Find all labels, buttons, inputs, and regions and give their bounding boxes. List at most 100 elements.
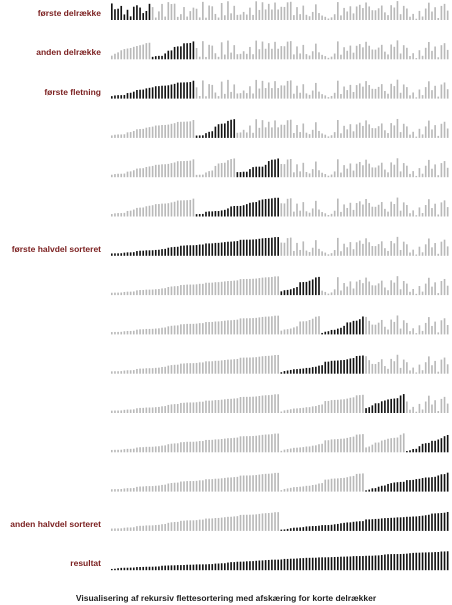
inactive-bar: [189, 363, 192, 374]
inactive-bar: [208, 322, 210, 335]
inactive-bar: [349, 45, 352, 60]
inactive-bar: [409, 291, 411, 296]
inactive-bar: [418, 403, 421, 413]
inactive-bar: [224, 281, 226, 296]
active-bar: [424, 515, 427, 531]
inactive-bar: [198, 323, 201, 335]
inactive-bar: [208, 400, 210, 413]
inactive-bar: [245, 93, 248, 99]
inactive-bar: [211, 400, 214, 413]
inactive-bar: [377, 204, 380, 217]
active-bar: [255, 202, 258, 217]
inactive-bar: [327, 136, 330, 138]
inactive-bar: [371, 324, 374, 335]
active-bar: [358, 319, 361, 335]
inactive-bar: [365, 238, 367, 256]
inactive-bar: [421, 213, 424, 217]
inactive-bar: [227, 79, 229, 99]
inactive-bar: [349, 397, 352, 413]
inactive-bar: [368, 360, 371, 374]
active-bar: [208, 211, 210, 217]
inactive-bar: [151, 486, 154, 492]
inactive-bar: [406, 322, 408, 335]
inactive-bar: [255, 317, 258, 335]
active-bar: [396, 517, 399, 531]
inactive-bar: [274, 81, 276, 99]
inactive-bar: [358, 4, 361, 20]
inactive-bar: [230, 516, 232, 531]
inactive-bar: [211, 84, 214, 99]
inactive-bar: [302, 84, 305, 99]
inactive-bar: [362, 434, 364, 453]
inactive-bar: [431, 365, 433, 374]
active-bar: [220, 123, 223, 138]
inactive-bar: [302, 202, 305, 217]
inactive-bar: [283, 449, 286, 453]
active-bar: [264, 199, 267, 217]
inactive-bar: [258, 513, 261, 531]
active-bar: [249, 169, 251, 178]
inactive-bar: [283, 329, 286, 335]
inactive-bar: [183, 161, 185, 178]
active-bar: [402, 394, 405, 413]
inactive-bar: [283, 85, 286, 99]
inactive-bar: [208, 44, 210, 60]
active-bar: [267, 198, 270, 217]
inactive-bar: [318, 444, 320, 453]
inactive-bar: [393, 125, 396, 138]
inactive-bar: [308, 94, 311, 99]
active-bar: [371, 405, 374, 413]
active-bar: [214, 126, 217, 138]
inactive-bar: [340, 290, 342, 296]
active-bar: [296, 527, 298, 531]
inactive-bar: [245, 514, 248, 531]
inactive-bar: [271, 127, 273, 138]
active-bar: [224, 563, 226, 571]
active-bar: [302, 527, 305, 531]
active-bar: [224, 242, 226, 256]
inactive-bar: [431, 286, 433, 296]
inactive-bar: [195, 323, 198, 335]
active-bar: [387, 483, 389, 492]
inactive-bar: [132, 46, 135, 60]
inactive-bar: [421, 291, 424, 296]
inactive-bar: [161, 367, 163, 374]
active-bar: [318, 557, 320, 571]
inactive-bar: [440, 320, 443, 335]
inactive-bar: [343, 283, 345, 296]
inactive-bar: [390, 240, 392, 256]
active-bar: [299, 527, 301, 531]
inactive-bar: [333, 289, 336, 296]
active-bar: [195, 135, 198, 138]
inactive-bar: [305, 211, 308, 217]
active-bar: [126, 252, 129, 256]
inactive-bar: [390, 438, 392, 453]
array-row: [111, 40, 449, 60]
active-bar: [308, 557, 311, 571]
inactive-bar: [437, 253, 440, 256]
inactive-bar: [170, 325, 173, 335]
active-bar: [217, 124, 220, 138]
inactive-bar: [186, 481, 188, 492]
inactive-bar: [239, 318, 242, 335]
inactive-bar: [368, 320, 371, 335]
inactive-bar: [305, 321, 308, 335]
inactive-bar: [406, 8, 408, 20]
inactive-bar: [164, 16, 166, 20]
active-bar: [180, 82, 182, 99]
inactive-bar: [399, 132, 402, 138]
inactive-bar: [139, 368, 141, 374]
inactive-bar: [239, 475, 242, 492]
inactive-bar: [255, 475, 258, 492]
inactive-bar: [431, 11, 433, 20]
inactive-bar: [418, 325, 421, 335]
inactive-bar: [117, 134, 119, 138]
inactive-bar: [264, 127, 267, 138]
active-bar: [271, 559, 273, 571]
inactive-bar: [308, 252, 311, 256]
inactive-bar: [136, 46, 138, 60]
inactive-bar: [305, 407, 308, 413]
inactive-bar: [440, 359, 443, 374]
inactive-bar: [198, 174, 201, 178]
active-bar: [384, 485, 386, 492]
